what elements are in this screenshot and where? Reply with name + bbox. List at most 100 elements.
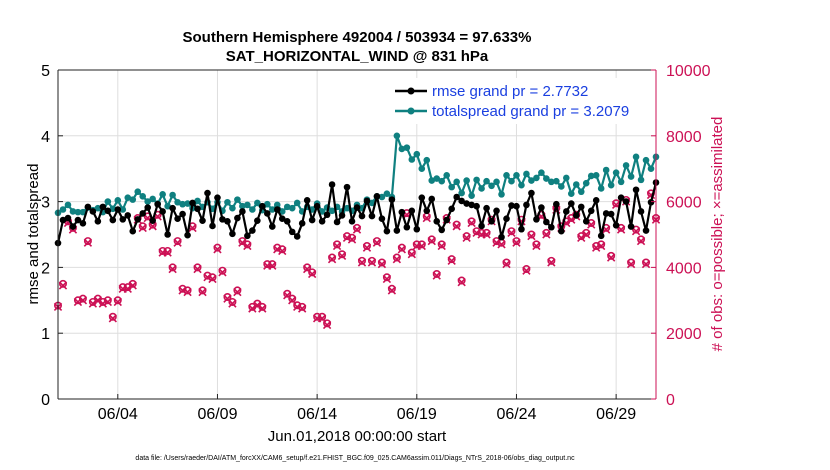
spread-point [398,145,406,153]
obs-assimilated-stroke [188,223,197,233]
obs-assimilated-stroke [577,233,586,242]
obs-assimilated-marker [582,230,591,239]
obs-assimilated-stroke [626,259,636,269]
obs-possible-marker [512,237,521,246]
obs-assimilated-stroke [611,200,621,210]
rmse-point [563,208,570,215]
y2-tick-label: 8000 [666,129,702,146]
rmse-point [174,215,181,223]
spread-point [403,144,411,151]
rmse-point [408,207,416,215]
plot-area [58,70,656,399]
obs-possible-marker [348,233,357,242]
obs-possible-marker [183,286,192,295]
spread-point [119,206,127,213]
rmse-point [234,214,241,222]
rmse-point [264,210,271,217]
obs-possible-marker [223,293,232,302]
rmse-point [637,208,645,215]
spread-point [164,202,171,210]
obs-possible-marker [352,223,361,232]
spread-point [343,204,351,212]
obs-assimilated-marker [606,253,616,262]
obs-assimilated-marker [278,246,287,256]
obs-assimilated-marker [98,299,108,308]
obs-assimilated-stroke [168,264,177,274]
obs-assimilated-stroke [78,296,88,305]
obs-assimilated-marker [547,258,556,267]
spread-point [383,190,391,198]
obs-possible-marker [168,263,177,272]
obs-possible-marker [73,296,82,305]
rmse-point [124,212,132,219]
obs-assimilated-stroke [367,258,377,267]
obs-assimilated-marker [293,302,302,312]
spread-point [254,199,261,207]
obs-assimilated-marker [482,230,491,239]
obs-assimilated-marker [327,255,337,264]
chart-subtitle: SAT_HORIZONTAL_WIND @ 831 hPa [226,48,489,65]
obs-possible-marker [397,243,406,252]
rmse-point [348,218,356,225]
obs-possible-marker [138,222,147,231]
obs-assimilated-marker [203,273,212,282]
obs-assimilated-stroke [307,269,317,279]
obs-assimilated-marker [462,233,471,242]
y2-tick-label: 6000 [666,195,702,212]
rmse-point [632,186,640,194]
obs-possible-marker [607,251,616,260]
obs-possible-marker [298,302,307,311]
rmse-point [219,216,226,223]
rmse-point [453,193,460,201]
obs-assimilated-marker [437,241,446,251]
obs-assimilated-stroke [203,273,212,282]
obs-assimilated-stroke [462,233,471,242]
obs-possible-marker [83,237,92,246]
rmse-point [538,204,545,211]
y2-tick-label: 10000 [666,63,711,80]
obs-assimilated-stroke [298,304,307,313]
obs-assimilated-marker [377,259,387,269]
obs-possible-marker [103,296,112,305]
obs-assimilated-stroke [218,268,227,277]
obs-assimilated-stroke [183,287,192,297]
rmse-point [204,189,211,197]
obs-assimilated-stroke [357,258,367,267]
spread-point [428,177,436,184]
rmse-point [567,200,575,207]
obs-assimilated-stroke [58,281,68,290]
obs-assimilated-marker [452,222,461,231]
spread-point [194,197,201,205]
rmse-point [184,231,191,239]
obs-possible-marker [193,263,202,272]
obs-assimilated-marker [527,231,536,241]
obs-assimilated-marker [173,238,182,247]
spread-point [149,195,156,203]
footnote: data file: /Users/raeder/DAI/ATM_forcXX/… [135,455,575,462]
rmse-point [293,233,301,240]
rmse-point [288,228,296,236]
obs-assimilated-marker [123,284,132,293]
obs-assimilated-marker [352,225,362,234]
obs-possible-marker [218,266,227,275]
rmse-point [438,226,446,234]
legend-spread-marker [407,107,415,115]
obs-assimilated-marker [422,213,431,223]
obs-possible-marker [303,263,312,272]
obs-assimilated-stroke [278,246,287,256]
x-axis-label: Jun.01,2018 00:00:00 start [268,428,447,445]
y2-tick-label: 2000 [666,326,702,343]
spread-point [513,171,520,179]
rmse-point [308,216,316,224]
obs-assimilated-stroke [631,227,641,236]
rmse-point [403,223,411,231]
obs-assimilated-stroke [332,241,342,251]
obs-possible-marker [627,258,636,267]
obs-assimilated-marker [507,228,516,238]
spread-point [632,153,640,161]
rmse-point [154,200,161,208]
obs-assimilated-marker [397,245,407,254]
obs-assimilated-marker [233,287,242,297]
spread-point [368,199,376,207]
